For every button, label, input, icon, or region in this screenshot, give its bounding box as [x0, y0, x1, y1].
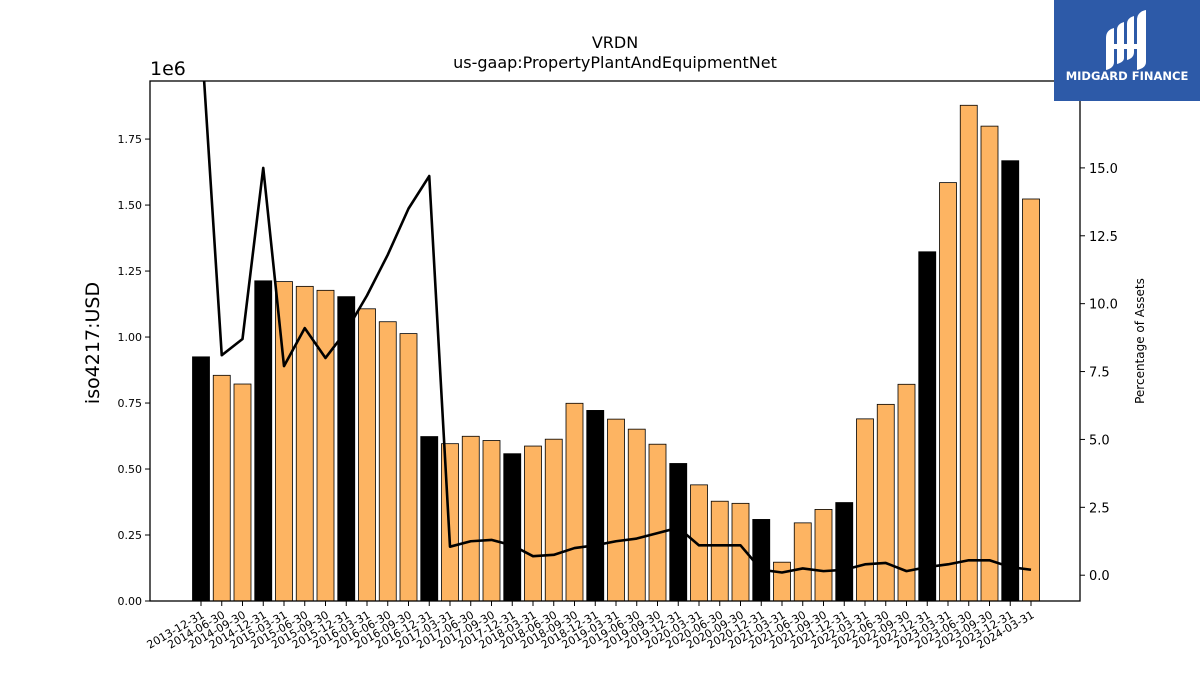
percentage-line	[202, 81, 1032, 574]
bar-2018-03-31	[524, 445, 542, 602]
bar-2016-03-31	[358, 308, 376, 602]
chart-subtitle: us-gaap:PropertyPlantAndEquipmentNet	[453, 53, 777, 72]
bar-2021-06-30	[793, 522, 812, 602]
midgard-finance-logo: MIDGARD FINANCE	[1054, 0, 1200, 101]
logo-mark-icon	[1106, 10, 1146, 70]
bar-2021-09-30	[814, 509, 833, 602]
bar-2017-03-31	[441, 443, 459, 602]
y-offset-text: 1e6	[150, 58, 186, 80]
bar-2022-06-30	[876, 403, 895, 602]
y2-tick-label: 12.5	[1089, 230, 1118, 245]
y-tick-label: 0.25	[118, 529, 143, 542]
bar-2019-03-31	[607, 418, 625, 602]
bar-2023-06-30	[959, 104, 978, 602]
y2-tick-label: 2.5	[1089, 501, 1110, 516]
bar-2014-12-31	[254, 280, 273, 602]
bar-2021-12-31	[835, 502, 854, 602]
bar-2018-09-30	[565, 402, 584, 602]
bar-2018-06-30	[544, 438, 563, 602]
y-tick-label: 0.75	[118, 397, 143, 410]
bar-2015-12-31	[337, 296, 356, 602]
bar-2022-03-31	[856, 418, 874, 602]
y-axis-ticks: 0.00 0.25 0.50 0.75 1.00 1.25 1.50 1.75	[118, 133, 150, 608]
bar-2017-09-30	[482, 440, 501, 602]
bar-2018-12-31	[586, 410, 605, 602]
bar-2019-09-30	[648, 443, 667, 602]
bar-2014-06-30	[212, 374, 231, 602]
y-tick-label: 0.00	[118, 595, 143, 608]
y-tick-label: 1.75	[118, 133, 143, 146]
y2-tick-label: 5.0	[1089, 433, 1110, 448]
bar-2016-12-31	[420, 436, 439, 602]
y-tick-label: 1.25	[118, 265, 143, 278]
bar-2020-03-31	[690, 484, 708, 602]
y2-tick-label: 15.0	[1089, 162, 1118, 177]
bar-series	[192, 104, 1040, 602]
bar-2013-12-31	[192, 356, 210, 602]
bar-2016-09-30	[399, 333, 418, 602]
y-tick-label: 1.50	[118, 199, 143, 212]
logo-text: MIDGARD FINANCE	[1066, 69, 1189, 83]
y2-axis-ticks: 0.0 2.5 5.0 7.5 10.0 12.5 15.0	[1080, 162, 1118, 584]
bar-2020-12-31	[752, 519, 771, 602]
bar-2015-09-30	[316, 289, 335, 602]
plot-frame	[149, 80, 1081, 602]
bar-2021-03-31	[773, 561, 791, 602]
bar-2015-06-30	[295, 285, 314, 602]
x-axis-ticks: 2013-12-312014-06-302014-09-302014-12-31…	[145, 601, 1037, 652]
bar-2023-09-30	[980, 125, 999, 602]
bar-2017-12-31	[503, 453, 522, 602]
bar-2023-03-31	[939, 182, 957, 602]
bar-2024-03-31	[1022, 198, 1040, 602]
bar-2023-12-31	[1001, 160, 1020, 602]
y2-tick-label: 0.0	[1089, 569, 1110, 584]
bar-2020-06-30	[710, 500, 729, 602]
chart-title: VRDN	[592, 33, 638, 52]
bar-2017-06-30	[461, 435, 480, 602]
y2-tick-label: 10.0	[1089, 298, 1118, 313]
bar-2016-06-30	[378, 321, 397, 602]
y-tick-label: 1.00	[118, 331, 143, 344]
bar-2019-06-30	[627, 428, 646, 602]
bar-2022-12-31	[918, 251, 937, 602]
y-tick-label: 0.50	[118, 463, 143, 476]
y2-axis-label: Percentage of Assets	[1133, 278, 1147, 404]
bar-2014-09-30	[233, 383, 252, 602]
bar-2015-03-31	[275, 281, 293, 602]
y2-tick-label: 7.5	[1089, 366, 1110, 381]
y-axis-label: iso4217:USD	[82, 282, 104, 404]
